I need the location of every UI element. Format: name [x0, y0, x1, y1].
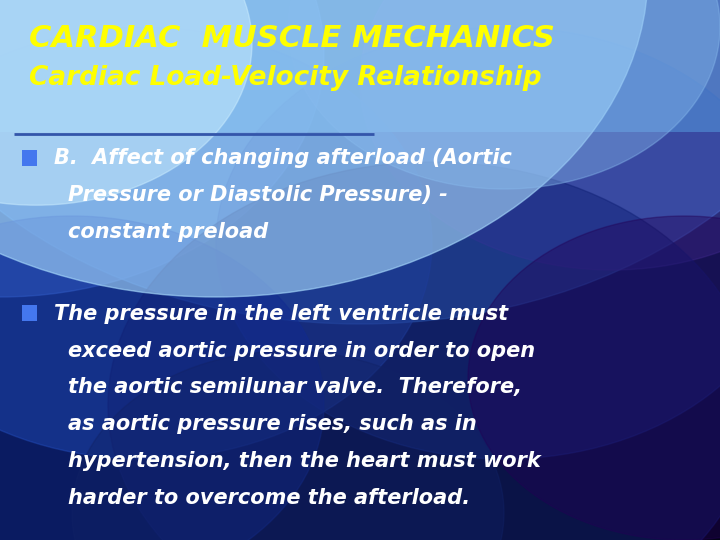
- Bar: [22, 150, 37, 166]
- Circle shape: [0, 216, 324, 540]
- Circle shape: [72, 351, 504, 540]
- Text: The pressure in the left ventricle must: The pressure in the left ventricle must: [54, 304, 508, 324]
- Text: CARDIAC  MUSCLE MECHANICS: CARDIAC MUSCLE MECHANICS: [29, 24, 554, 53]
- Circle shape: [216, 27, 720, 459]
- Circle shape: [0, 27, 432, 459]
- Text: hypertension, then the heart must work: hypertension, then the heart must work: [68, 451, 541, 471]
- Text: as aortic pressure rises, such as in: as aortic pressure rises, such as in: [68, 414, 477, 434]
- Circle shape: [108, 162, 720, 540]
- Bar: [0, 0, 720, 132]
- Text: Pressure or Diastolic Pressure) -: Pressure or Diastolic Pressure) -: [68, 185, 448, 205]
- Circle shape: [0, 0, 648, 297]
- Bar: [22, 305, 37, 321]
- Circle shape: [0, 0, 252, 205]
- Text: Cardiac Load-Velocity Relationship: Cardiac Load-Velocity Relationship: [29, 65, 541, 91]
- Circle shape: [468, 216, 720, 540]
- Text: B.  Affect of changing afterload (Aortic: B. Affect of changing afterload (Aortic: [54, 148, 512, 168]
- Text: constant preload: constant preload: [68, 222, 269, 242]
- Text: the aortic semilunar valve.  Therefore,: the aortic semilunar valve. Therefore,: [68, 377, 523, 397]
- Circle shape: [0, 0, 720, 324]
- Circle shape: [0, 0, 324, 297]
- Text: exceed aortic pressure in order to open: exceed aortic pressure in order to open: [68, 341, 536, 361]
- Circle shape: [288, 0, 720, 189]
- Text: harder to overcome the afterload.: harder to overcome the afterload.: [68, 488, 471, 508]
- Circle shape: [360, 0, 720, 270]
